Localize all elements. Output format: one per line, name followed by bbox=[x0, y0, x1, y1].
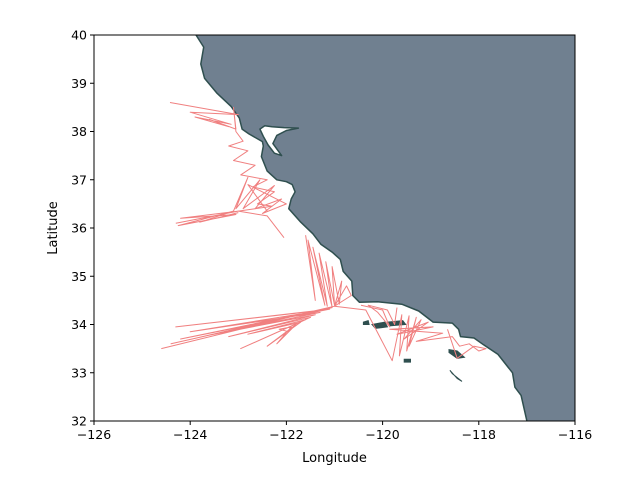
x-axis: −126 −124 −122 −120 −118 −116 bbox=[77, 421, 592, 442]
x-axis-label: Longitude bbox=[302, 451, 367, 466]
y-tick-label: 37 bbox=[71, 172, 87, 187]
y-tick-label: 39 bbox=[71, 76, 87, 91]
y-tick-label: 33 bbox=[71, 365, 87, 380]
ship-track bbox=[360, 304, 398, 328]
island bbox=[449, 369, 463, 382]
y-tick-label: 32 bbox=[71, 414, 87, 429]
island bbox=[362, 319, 370, 325]
x-tick-label: −126 bbox=[77, 427, 111, 442]
x-tick-label: −122 bbox=[269, 427, 303, 442]
y-tick-label: 36 bbox=[71, 221, 87, 236]
y-axis: 32 33 34 35 36 37 38 39 40 bbox=[71, 28, 94, 429]
ship-track bbox=[305, 235, 352, 308]
coastline bbox=[195, 35, 528, 421]
san-francisco-bay bbox=[259, 124, 300, 157]
ship-track bbox=[334, 305, 487, 362]
ship-track bbox=[175, 210, 239, 227]
y-tick-label: 40 bbox=[71, 28, 87, 43]
ship-track bbox=[169, 102, 285, 239]
plot-area bbox=[94, 35, 575, 421]
island bbox=[403, 358, 411, 363]
land-mass bbox=[196, 35, 575, 421]
x-tick-label: −120 bbox=[365, 427, 399, 442]
y-tick-label: 34 bbox=[71, 317, 87, 332]
x-tick-label: −124 bbox=[173, 427, 207, 442]
x-tick-label: −118 bbox=[462, 427, 496, 442]
y-tick-label: 38 bbox=[71, 124, 87, 139]
land-layer bbox=[195, 35, 575, 421]
y-tick-label: 35 bbox=[71, 269, 87, 284]
island bbox=[386, 320, 407, 327]
x-tick-label: −116 bbox=[558, 427, 592, 442]
ship-track bbox=[161, 305, 335, 350]
ship-track bbox=[233, 176, 287, 214]
y-axis-label: Latitude bbox=[46, 201, 61, 255]
ship-tracks-layer bbox=[161, 102, 487, 362]
